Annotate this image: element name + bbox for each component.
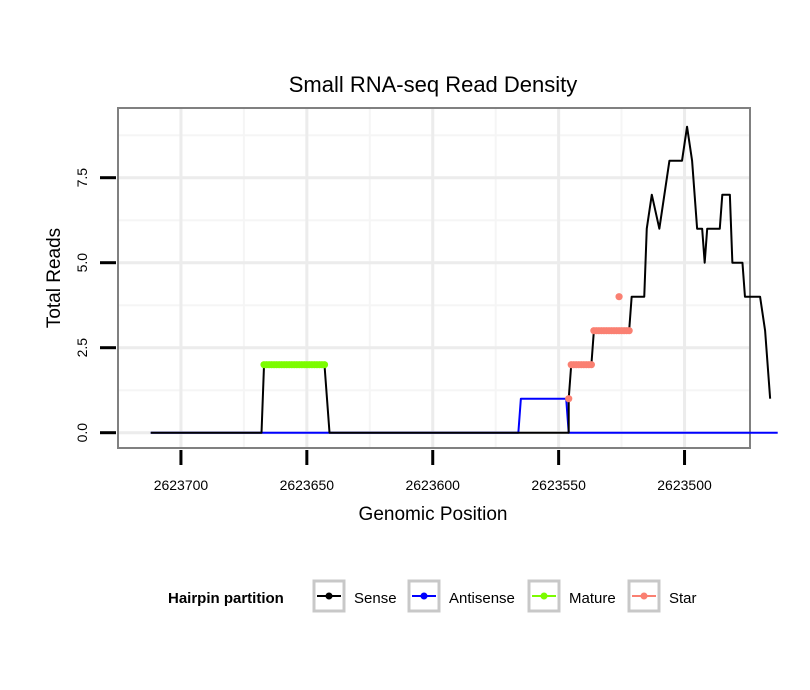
legend-key-point xyxy=(420,592,428,600)
point-star xyxy=(565,395,573,403)
legend-item-antisense: Antisense xyxy=(407,579,515,613)
x-tick-label: 2623550 xyxy=(531,477,586,493)
axes: 2623700 2623650 2623600 2623550 2623500 0.0 2.… xyxy=(74,168,712,493)
legend-key-point xyxy=(325,592,333,600)
legend-key-point xyxy=(640,592,648,600)
point-star xyxy=(587,361,595,369)
x-tick-label: 2623600 xyxy=(405,477,460,493)
legend: Hairpin partition Sense Antisense Mature Sta… xyxy=(168,579,697,613)
x-tick-label: 2623650 xyxy=(280,477,335,493)
x-tick-label: 2623700 xyxy=(154,477,209,493)
legend-label: Mature xyxy=(569,590,616,607)
y-tick-label: 2.5 xyxy=(74,338,90,358)
chart-title: Small RNA-seq Read Density xyxy=(289,72,578,97)
legend-label: Antisense xyxy=(449,590,515,607)
y-tick-label: 7.5 xyxy=(74,168,90,188)
legend-title: Hairpin partition xyxy=(168,590,284,607)
point-star xyxy=(615,293,623,301)
point-mature xyxy=(320,361,329,369)
y-tick-label: 0.0 xyxy=(74,423,90,443)
legend-label: Sense xyxy=(354,590,397,607)
series-line-sense xyxy=(150,125,772,434)
legend-item-star: Star xyxy=(627,579,697,613)
y-tick-label: 5.0 xyxy=(74,253,90,273)
legend-key-point xyxy=(540,592,548,600)
legend-label: Star xyxy=(669,590,697,607)
series-layer xyxy=(150,125,778,434)
point-star xyxy=(625,327,633,335)
legend-item-mature: Mature xyxy=(527,579,616,613)
legend-item-sense: Sense xyxy=(312,579,397,613)
y-axis-title: Total Reads xyxy=(44,228,65,328)
plot-panel xyxy=(117,107,751,449)
x-tick-label: 2623500 xyxy=(657,477,712,493)
x-axis-title: Genomic Position xyxy=(359,504,508,525)
